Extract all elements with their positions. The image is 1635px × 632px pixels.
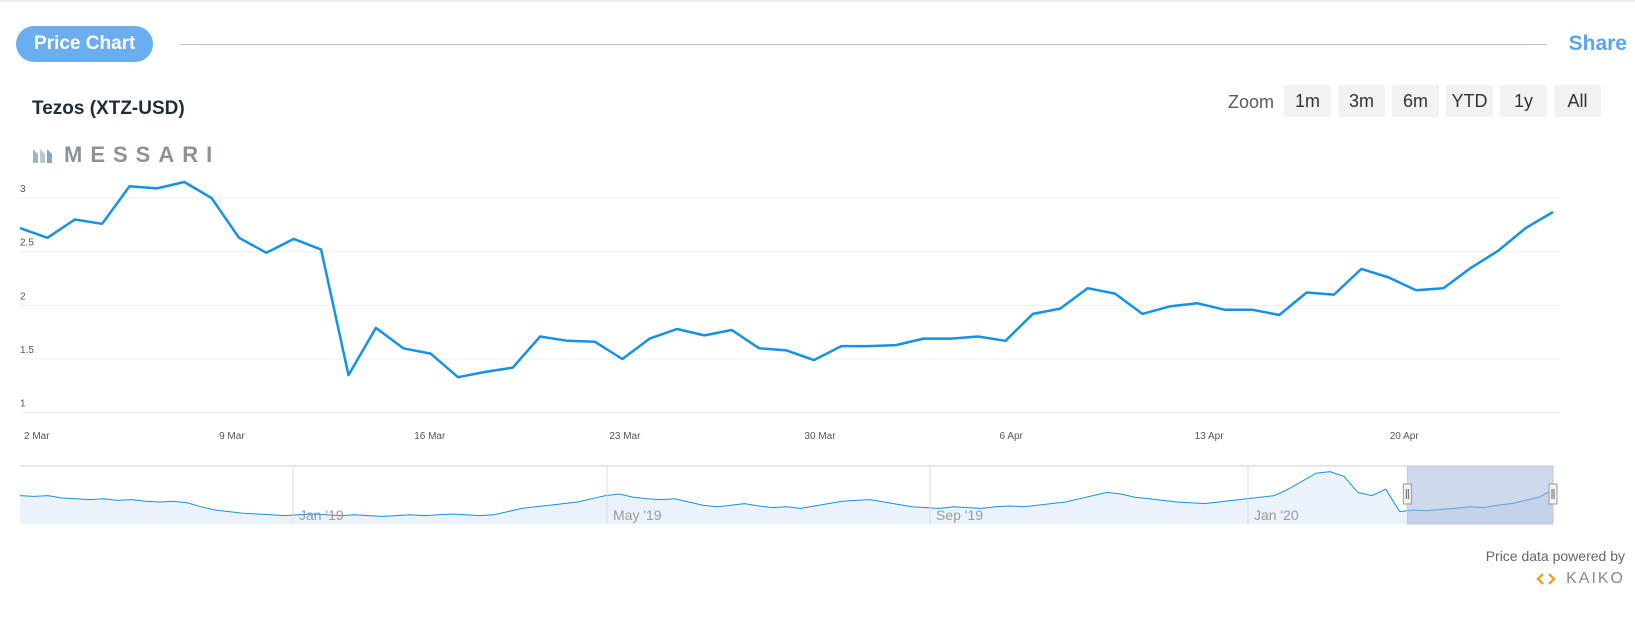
top-border	[0, 0, 1635, 2]
navigator-label: Jan '20	[1254, 507, 1299, 523]
navigator-area	[20, 471, 1553, 524]
price-chart-tab[interactable]: Price Chart	[16, 26, 154, 62]
x-tick-label: 2 Mar	[24, 431, 50, 442]
y-tick-label: 1	[20, 399, 26, 410]
zoom-6m-button[interactable]: 6m	[1392, 85, 1440, 117]
zoom-1m-button[interactable]: 1m	[1284, 85, 1332, 117]
messari-logo: MESSARI	[32, 142, 220, 168]
y-tick-label: 2.5	[20, 238, 34, 249]
zoom-label: Zoom	[1228, 92, 1275, 112]
kaiko-mark-icon	[1536, 573, 1556, 585]
navigator: Jan '19 May '19 Sep '19 Jan '20	[19, 465, 1558, 525]
price-series-line	[19, 180, 1554, 379]
x-tick-label: 16 Mar	[414, 431, 446, 442]
messari-wordmark: MESSARI	[64, 142, 221, 167]
y-tick-label: 1.5	[20, 345, 34, 356]
navigator-selection[interactable]	[1406, 465, 1554, 525]
share-button[interactable]: Share	[1568, 32, 1627, 55]
navigator-label: Sep '19	[936, 507, 983, 523]
x-axis: 2 Mar 9 Mar 16 Mar 23 Mar 30 Mar 6 Apr 13 Apr 2…	[24, 431, 1419, 442]
x-tick-label: 23 Mar	[609, 431, 641, 442]
chart-grid	[20, 197, 1560, 414]
y-tick-label: 2	[20, 291, 26, 302]
zoom-controls: Zoom 1m 3m 6m YTD 1y All	[1228, 85, 1608, 117]
navigator-line	[19, 471, 1554, 517]
x-tick-label: 30 Mar	[804, 431, 836, 442]
zoom-1y-button[interactable]: 1y	[1500, 85, 1548, 117]
zoom-all-button[interactable]: All	[1554, 85, 1602, 117]
data-attribution: Price data powered by KAIKO	[1486, 548, 1625, 588]
header-divider	[180, 44, 1547, 45]
x-tick-label: 13 Apr	[1195, 431, 1225, 442]
x-tick-label: 6 Apr	[1000, 431, 1024, 442]
asset-title: Tezos (XTZ-USD)	[32, 98, 185, 119]
messari-mark-icon	[33, 149, 52, 163]
kaiko-wordmark: KAIKO	[1566, 570, 1625, 587]
chart-header: Price Chart Share	[0, 24, 1635, 64]
kaiko-logo: KAIKO	[1486, 570, 1625, 588]
y-axis: 1 1.5 2 2.5 3	[20, 184, 34, 410]
y-tick-label: 3	[20, 184, 26, 195]
navigator-label: May '19	[613, 507, 662, 523]
powered-by-text: Price data powered by	[1485, 548, 1625, 564]
zoom-ytd-button[interactable]: YTD	[1446, 85, 1494, 117]
x-tick-label: 9 Mar	[219, 431, 245, 442]
navigator-left-handle[interactable]	[1402, 483, 1412, 505]
navigator-label: Jan '19	[299, 507, 344, 523]
x-tick-label: 20 Apr	[1390, 431, 1420, 442]
navigator-right-handle[interactable]	[1548, 483, 1558, 505]
zoom-3m-button[interactable]: 3m	[1338, 85, 1386, 117]
